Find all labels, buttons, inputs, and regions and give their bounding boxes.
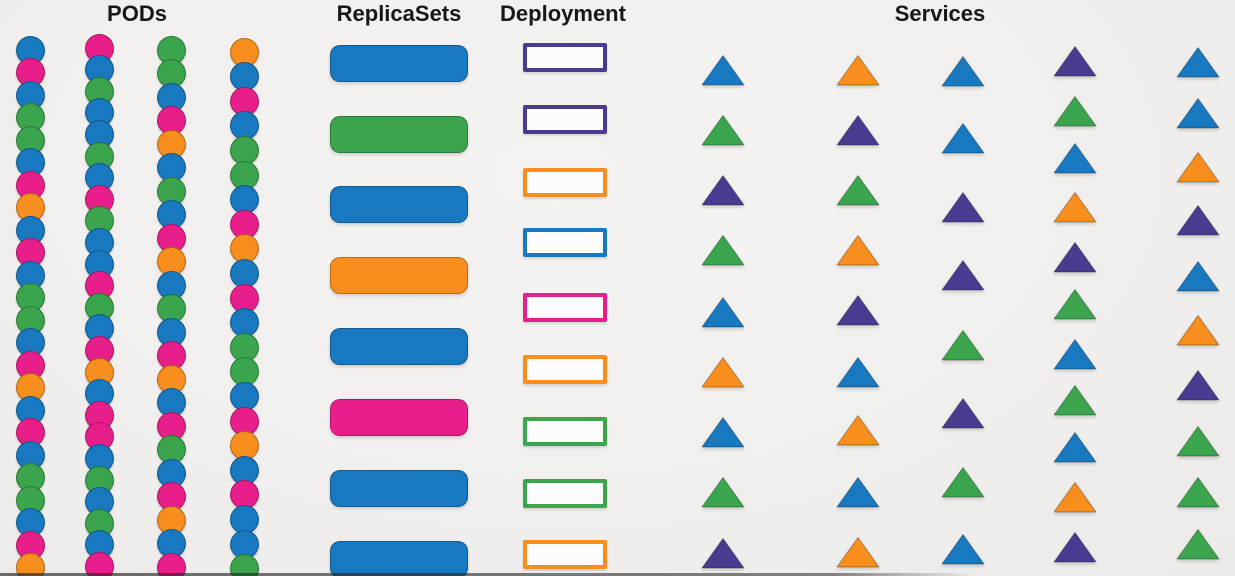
- service-triangle-purple: [1053, 532, 1097, 563]
- pod-circle-blue: [229, 455, 259, 485]
- pod-circle-green: [229, 554, 259, 576]
- service-triangle-blue: [701, 297, 745, 328]
- replicaset-rect-green: [330, 116, 468, 153]
- service-triangle-green: [836, 175, 880, 206]
- pod-circle-blue: [229, 381, 259, 411]
- service-triangle-blue: [1053, 339, 1097, 370]
- deployment-rect-orange: [523, 355, 607, 384]
- service-triangle-purple: [1176, 205, 1220, 236]
- service-triangle-blue: [941, 123, 985, 154]
- pod-circle-orange: [229, 431, 259, 461]
- service-triangle-blue: [1176, 98, 1220, 129]
- deployment-rect-pink: [523, 293, 607, 322]
- service-triangle-purple: [941, 260, 985, 291]
- pod-circle-blue: [229, 529, 259, 559]
- service-triangle-orange: [1053, 192, 1097, 223]
- deployment-rect-purple: [523, 105, 607, 134]
- pod-circle-blue: [229, 185, 259, 215]
- service-triangle-green: [701, 235, 745, 266]
- service-triangle-purple: [701, 175, 745, 206]
- replicaset-rect-orange: [330, 257, 468, 294]
- pod-circle-pink: [229, 480, 259, 510]
- pods-column-3: [156, 0, 186, 576]
- bottom-edge-shadow: [0, 573, 976, 576]
- replicaset-rect-blue: [330, 541, 468, 576]
- pod-circle-pink: [229, 209, 259, 239]
- replicasets-title: ReplicaSets: [336, 1, 462, 26]
- pod-circle-blue: [84, 119, 114, 149]
- pod-circle-orange: [15, 193, 45, 222]
- service-triangle-purple: [701, 538, 745, 569]
- service-triangle-orange: [836, 537, 880, 568]
- service-triangle-orange: [836, 415, 880, 446]
- deployment-rect-green: [523, 417, 607, 446]
- services-title: Services: [894, 1, 986, 26]
- pod-circle-pink: [84, 551, 114, 576]
- replicaset-rect-blue: [330, 470, 468, 507]
- pods-column-4: [229, 0, 259, 576]
- service-triangle-green: [941, 330, 985, 361]
- service-triangle-blue: [836, 477, 880, 508]
- pod-circle-pink: [229, 86, 259, 116]
- replicaset-rect-blue: [330, 45, 468, 82]
- pod-circle-orange: [229, 37, 259, 67]
- service-triangle-blue: [1053, 432, 1097, 463]
- deployment-rect-purple: [523, 43, 607, 72]
- deployment-rect-blue: [523, 228, 607, 257]
- service-triangle-purple: [1053, 242, 1097, 273]
- service-triangle-blue: [1053, 143, 1097, 174]
- service-triangle-green: [1176, 477, 1220, 508]
- service-triangle-green: [1176, 426, 1220, 457]
- service-triangle-orange: [1176, 315, 1220, 346]
- service-triangle-orange: [701, 357, 745, 388]
- deployment-rect-orange: [523, 540, 607, 569]
- pod-circle-blue: [229, 504, 259, 534]
- replicaset-rect-blue: [330, 186, 468, 223]
- deployment-rect-green: [523, 479, 607, 508]
- pod-circle-green: [229, 135, 259, 165]
- service-triangle-green: [701, 477, 745, 508]
- service-triangle-orange: [836, 235, 880, 266]
- service-triangle-blue: [941, 56, 985, 87]
- service-triangle-purple: [941, 192, 985, 223]
- service-triangle-blue: [1176, 261, 1220, 292]
- service-triangle-green: [701, 115, 745, 146]
- pod-circle-green: [156, 294, 186, 323]
- service-triangle-orange: [1176, 152, 1220, 183]
- service-triangle-blue: [941, 534, 985, 565]
- service-triangle-green: [1053, 289, 1097, 320]
- service-triangle-blue: [701, 417, 745, 448]
- service-triangle-purple: [1053, 46, 1097, 77]
- service-triangle-green: [1053, 96, 1097, 127]
- pods-column-1: [15, 0, 45, 576]
- deployment-title: Deployment: [500, 1, 626, 26]
- service-triangle-blue: [701, 55, 745, 86]
- pod-circle-orange: [15, 553, 45, 576]
- pods-column-2: [84, 0, 114, 576]
- service-triangle-purple: [1176, 370, 1220, 401]
- deployment-rect-orange: [523, 168, 607, 197]
- service-triangle-blue: [836, 357, 880, 388]
- service-triangle-blue: [1176, 47, 1220, 78]
- replicaset-rect-pink: [330, 399, 468, 436]
- pod-circle-pink: [156, 552, 186, 576]
- service-triangle-orange: [1053, 482, 1097, 513]
- replicaset-rect-blue: [330, 328, 468, 365]
- pod-circle-pink: [84, 335, 114, 365]
- service-triangle-green: [941, 467, 985, 498]
- pods-title: PODs: [107, 1, 167, 26]
- pod-circle-green: [15, 305, 45, 335]
- service-triangle-green: [1053, 385, 1097, 416]
- service-triangle-purple: [836, 295, 880, 326]
- service-triangle-orange: [836, 55, 880, 86]
- service-triangle-purple: [836, 115, 880, 146]
- service-triangle-purple: [941, 398, 985, 429]
- service-triangle-green: [1176, 529, 1220, 560]
